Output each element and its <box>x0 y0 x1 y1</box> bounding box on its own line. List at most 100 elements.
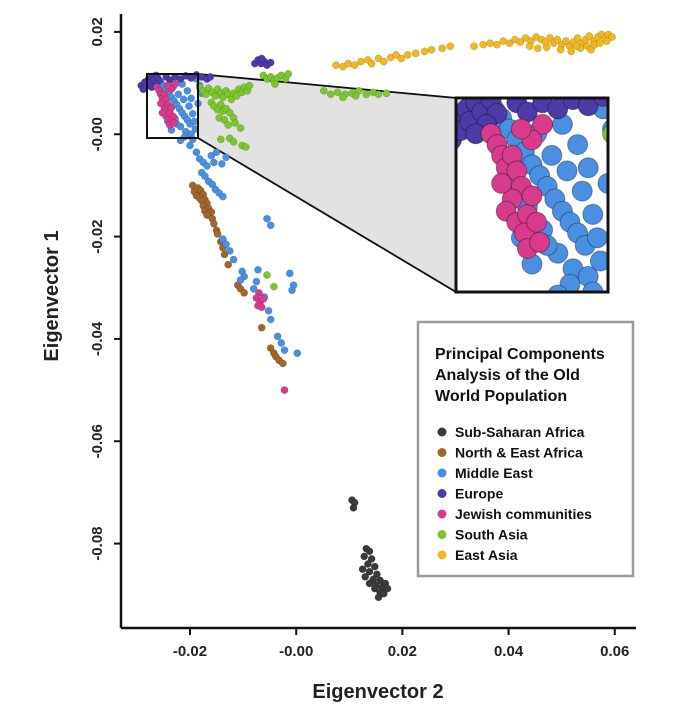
point-sub-saharan-africa <box>373 570 381 579</box>
legend-entry-europe-label: Europe <box>455 486 503 502</box>
point-sub-saharan-africa <box>365 567 374 576</box>
point-middle-east <box>288 286 296 295</box>
y-tick-label: -0.06 <box>89 424 106 458</box>
point-jewish-communities <box>163 81 172 90</box>
point-middle-east <box>266 315 275 324</box>
axes: -0.02 -0.00 0.02 0.04 0.06 0.02-0.00-0.02-0.… <box>89 14 636 660</box>
inset-point-europe <box>577 98 599 117</box>
y-tick-label: -0.02 <box>89 219 106 253</box>
inset-point-europe <box>609 93 629 113</box>
inset-point-jewish-communities <box>532 113 554 135</box>
point-south-asia <box>333 88 342 97</box>
legend-entry-east-asia-marker <box>437 550 447 560</box>
point-south-asia <box>362 90 371 99</box>
point-jewish-communities <box>171 80 180 88</box>
legend-entry-jewish-communities-label: Jewish communities <box>455 506 592 522</box>
point-europe <box>206 73 215 81</box>
point-south-asia <box>241 143 250 151</box>
point-east-asia <box>446 42 455 51</box>
x-tick-label: -0.00 <box>279 643 313 660</box>
point-east-asia <box>546 34 554 42</box>
point-north-and-east-africa <box>240 289 249 297</box>
point-sub-saharan-africa <box>365 547 374 556</box>
point-east-asia <box>470 42 478 51</box>
point-east-asia <box>411 49 420 58</box>
point-middle-east <box>188 109 197 118</box>
point-sub-saharan-africa <box>349 503 358 512</box>
inset-point-jewish-communities <box>510 118 532 140</box>
point-east-asia <box>542 43 551 52</box>
point-south-asia <box>245 81 254 90</box>
point-south-asia <box>236 124 245 132</box>
point-middle-east <box>192 148 201 157</box>
point-middle-east <box>212 148 221 157</box>
point-east-asia <box>556 45 565 54</box>
point-sub-saharan-africa <box>370 562 379 571</box>
point-sub-saharan-africa <box>379 589 388 598</box>
inset-point-middle-east <box>547 284 568 292</box>
inset-point-middle-east <box>582 203 604 225</box>
point-middle-east <box>218 160 226 168</box>
inset-point-europe <box>624 99 644 119</box>
point-east-asia <box>587 45 595 54</box>
y-ticks: 0.02 -0.00 -0.02 -0.04 -0.06 -0.08 <box>89 17 121 561</box>
point-middle-east <box>210 158 218 167</box>
inset-point-jewish-communities <box>529 231 551 253</box>
point-east-asia <box>420 47 429 56</box>
inset-point-jewish-communities <box>521 185 543 207</box>
point-middle-east <box>280 346 289 355</box>
point-east-asia <box>533 44 542 53</box>
zoom-inset <box>454 93 644 321</box>
point-jewish-communities <box>170 119 178 127</box>
point-middle-east <box>201 172 209 181</box>
inset-point-middle-east <box>597 172 608 194</box>
point-south-asia <box>271 80 279 88</box>
inset-point-middle-east <box>575 301 595 321</box>
point-middle-east <box>236 276 245 284</box>
point-middle-east <box>190 117 199 126</box>
point-east-asia <box>379 57 388 66</box>
point-middle-east <box>203 162 211 170</box>
point-sub-saharan-africa <box>370 584 379 593</box>
legend-entries: Sub-Saharan Africa North & East Africa Mid… <box>437 424 592 563</box>
point-south-asia <box>319 86 328 95</box>
point-east-asia <box>516 38 525 46</box>
point-sub-saharan-africa <box>383 584 392 593</box>
inset-point-middle-east <box>582 281 604 292</box>
point-east-asia <box>596 39 604 48</box>
point-east-asia <box>479 40 487 49</box>
x-tick-label: 0.04 <box>494 643 524 660</box>
point-east-asia <box>573 34 582 42</box>
point-middle-east <box>277 339 286 347</box>
legend-entry-north-and-east-africa-label: North & East Africa <box>455 445 583 461</box>
y-axis-label: Eigenvector 1 <box>41 230 63 361</box>
inset-point-middle-east <box>559 273 581 292</box>
point-jewish-communities <box>156 99 165 108</box>
point-middle-east <box>266 221 275 230</box>
legend-entry-middle-east-label: Middle East <box>455 465 533 481</box>
point-middle-east <box>225 247 234 255</box>
point-east-asia <box>367 59 376 68</box>
point-south-asia <box>225 108 234 117</box>
point-sub-saharan-africa <box>367 555 376 563</box>
point-east-asia <box>562 37 570 45</box>
point-middle-east <box>186 141 194 150</box>
point-east-asia <box>608 33 616 41</box>
point-middle-east <box>229 255 238 264</box>
inset-point-jewish-communities <box>491 172 513 194</box>
point-middle-east <box>219 192 227 201</box>
point-north-and-east-africa <box>213 230 222 238</box>
legend-entry-sub-saharan-africa-marker <box>437 427 447 437</box>
inset-point-middle-east <box>589 250 608 272</box>
y-tick-label: -0.04 <box>89 321 106 356</box>
inset-point-middle-east <box>577 157 599 179</box>
point-east-asia <box>585 32 594 40</box>
point-east-asia <box>357 57 365 66</box>
point-south-asia <box>374 90 383 99</box>
point-sub-saharan-africa <box>361 572 370 581</box>
point-north-and-east-africa <box>210 219 218 228</box>
point-south-asia <box>326 90 335 99</box>
point-middle-east <box>293 349 302 358</box>
legend-title-line-1: Principal Components <box>435 346 605 363</box>
point-jewish-communities <box>257 303 266 312</box>
